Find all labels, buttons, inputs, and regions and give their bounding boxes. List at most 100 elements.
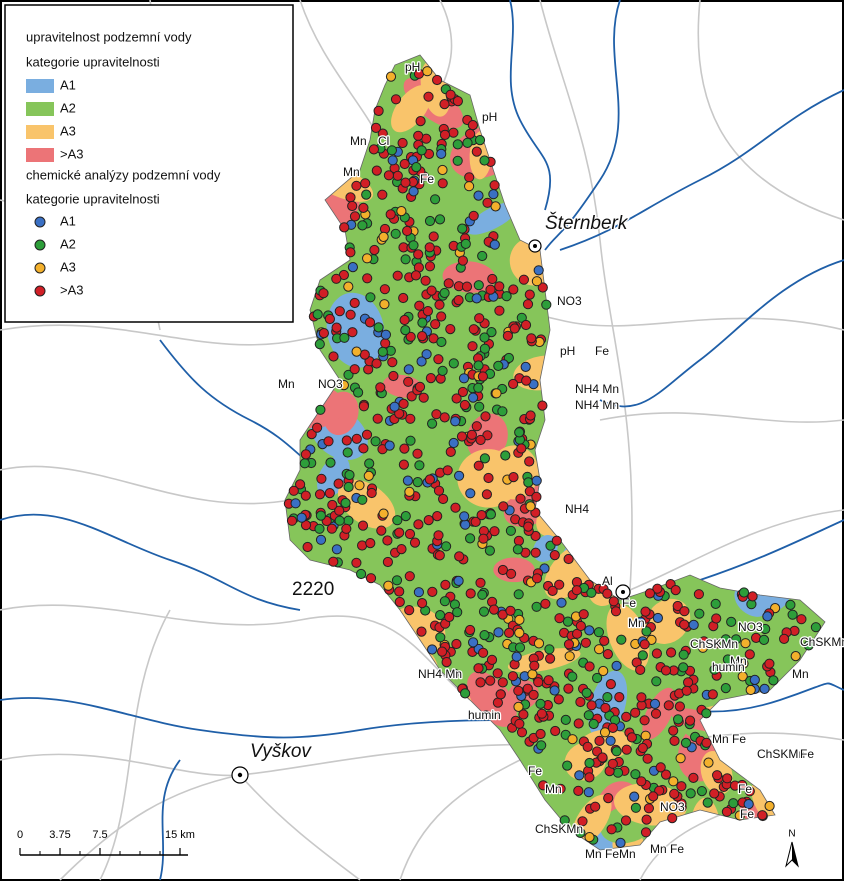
sample-point <box>479 630 490 641</box>
sample-point <box>365 292 376 303</box>
sample-point <box>710 598 721 610</box>
sample-point <box>559 815 570 826</box>
element-label: NO3 <box>557 294 582 308</box>
sample-point <box>466 429 477 440</box>
sample-point <box>434 299 445 310</box>
sample-point <box>448 437 459 449</box>
sample-point <box>643 803 655 814</box>
sample-point <box>648 791 659 802</box>
sample-point <box>433 485 445 496</box>
sample-point <box>364 317 376 328</box>
sample-point <box>440 579 451 591</box>
sample-point <box>497 564 508 576</box>
sample-point <box>757 810 768 821</box>
sample-point <box>796 614 807 625</box>
sample-point <box>640 606 651 617</box>
sample-point <box>399 314 410 326</box>
element-label: Mn <box>278 377 295 391</box>
sample-point <box>545 653 556 664</box>
sample-point <box>315 404 326 415</box>
sample-point <box>426 285 437 296</box>
sample-point <box>615 837 626 849</box>
sample-point <box>357 520 369 531</box>
sample-point <box>571 585 582 596</box>
legend-marker <box>34 216 46 228</box>
legend-marker <box>34 285 46 297</box>
element-label: ChSKMn <box>800 635 844 649</box>
sample-point <box>422 66 433 77</box>
sample-point <box>403 376 414 387</box>
sample-point <box>399 158 410 170</box>
element-label: humin <box>468 708 501 722</box>
sample-point <box>389 401 400 412</box>
sample-point <box>377 346 388 357</box>
sample-point <box>515 493 526 504</box>
sample-point <box>452 607 463 618</box>
legend-marker <box>34 239 46 251</box>
sample-point <box>372 413 383 424</box>
sample-point <box>300 490 311 501</box>
sample-point <box>408 240 419 251</box>
sample-point <box>697 642 709 653</box>
sample-point <box>672 600 683 612</box>
sample-point <box>533 638 545 649</box>
sample-point <box>437 646 448 657</box>
sample-point <box>421 349 432 360</box>
sample-point <box>669 788 680 800</box>
sample-point <box>720 683 731 694</box>
sample-point <box>726 616 737 628</box>
sample-point <box>363 470 374 481</box>
legend-title: upravitelnost podzemní vody <box>26 29 192 44</box>
sample-point <box>602 649 614 660</box>
sample-point <box>531 491 542 502</box>
sample-point <box>594 644 605 655</box>
sample-point <box>437 365 448 376</box>
sample-point <box>382 535 393 546</box>
legend-label: A3 <box>60 259 76 274</box>
sample-point <box>339 222 350 233</box>
sample-point <box>473 360 484 371</box>
sample-point <box>486 654 498 666</box>
sample-point <box>668 725 679 736</box>
sample-point <box>531 601 542 612</box>
sample-point <box>449 668 460 679</box>
sample-point <box>414 460 425 471</box>
sample-point <box>660 769 672 780</box>
sample-point <box>345 309 356 320</box>
element-label: Cl <box>378 134 389 148</box>
sample-point <box>358 443 369 454</box>
sample-point <box>328 556 339 567</box>
sample-point <box>479 343 490 354</box>
sample-point <box>371 358 382 369</box>
sample-point <box>540 598 551 609</box>
sample-point <box>441 541 452 552</box>
sample-point <box>399 443 410 454</box>
sample-point <box>666 647 677 658</box>
sample-point <box>457 386 468 398</box>
legend-box <box>4 4 294 323</box>
sample-point <box>417 317 428 328</box>
sample-point <box>404 571 415 582</box>
sample-point <box>441 657 452 668</box>
sample-point <box>640 827 652 838</box>
sample-point <box>387 155 398 166</box>
sample-point <box>562 616 574 627</box>
sample-point <box>427 644 438 655</box>
region-number: 2220 <box>292 579 334 600</box>
sample-point <box>504 627 515 639</box>
sample-point <box>443 278 454 289</box>
sample-point <box>380 338 391 349</box>
sample-point <box>351 180 362 191</box>
sample-point <box>477 371 488 382</box>
sample-point <box>630 769 641 780</box>
sample-point <box>630 707 641 718</box>
sample-point <box>676 781 687 792</box>
sample-point <box>581 687 592 699</box>
sample-point <box>434 550 445 561</box>
element-label: ChSKMn <box>690 637 738 651</box>
sample-point <box>611 660 622 672</box>
sample-point <box>400 254 411 265</box>
sample-point <box>442 465 453 476</box>
